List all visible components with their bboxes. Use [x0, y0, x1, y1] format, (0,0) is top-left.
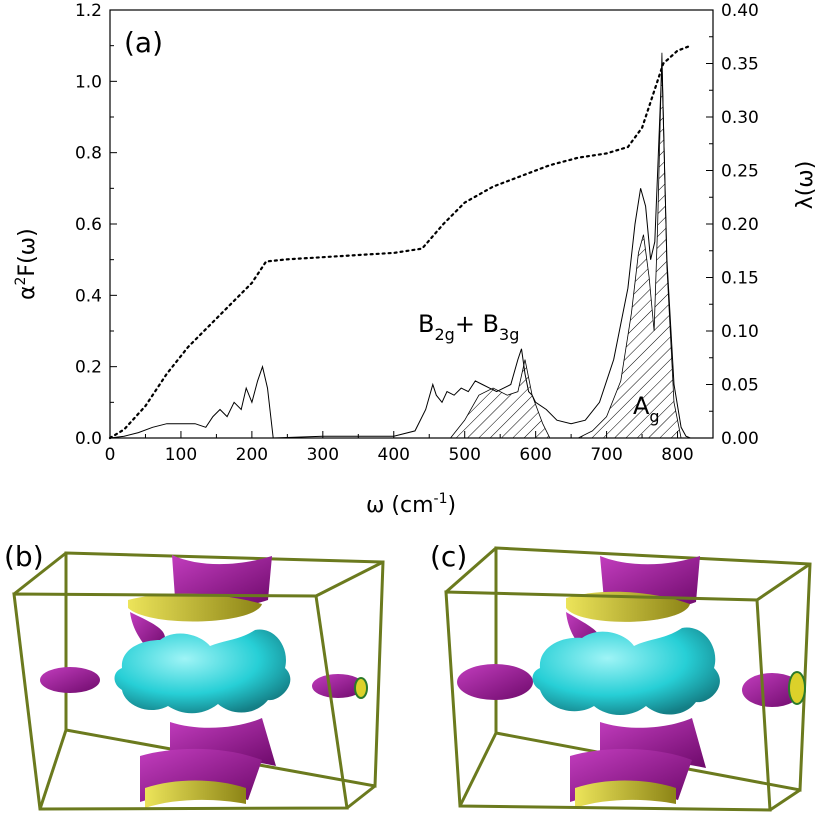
y2-tick-label: 0.20: [721, 215, 759, 235]
y-axis-title-main: α: [15, 285, 40, 300]
panel-label-b: (b): [4, 540, 44, 573]
x-tick-label: 600: [519, 445, 551, 465]
x-tick-label: 700: [590, 445, 622, 465]
yellow-sheet-top-c: [566, 591, 690, 622]
x-tick-label: 500: [448, 445, 480, 465]
fermi-surface-panel-c: (c): [430, 540, 812, 812]
y2-tick-label: 0.40: [721, 1, 759, 21]
annotation-b-main: B: [418, 310, 434, 338]
magenta-sheet-top-b: [172, 555, 272, 607]
x-tick-label: 400: [378, 445, 410, 465]
x-ticks: 0 100 200 300 400 500 600 700 800: [105, 431, 694, 465]
magenta-pocket-left-b: [40, 667, 100, 693]
y2-tick-label: 0.15: [721, 269, 759, 289]
y-axis-title-sup: 2: [13, 277, 29, 286]
magenta-pocket-left-c: [457, 664, 533, 700]
cyan-surface-b: [114, 629, 291, 714]
y-tick-label: 0.4: [75, 286, 102, 306]
y-tick-label: 1.0: [75, 72, 102, 92]
yellow-sheet-bottom-b: [145, 780, 246, 808]
annotation-ag: Ag: [633, 392, 660, 426]
box-front-c: [444, 546, 811, 812]
y2-tick-label: 0.35: [721, 55, 759, 75]
a2f-curve: [109, 63, 691, 439]
x-axis-title-tail: ): [448, 493, 457, 518]
y2-ticks: 0.00 0.05 0.10 0.15 0.20 0.25 0.30 0.35 0.40: [706, 1, 759, 449]
x-tick-label: 300: [307, 445, 339, 465]
box-front-b: [12, 551, 384, 811]
x-tick-label: 200: [236, 445, 268, 465]
x-axis-title-sup: -1: [434, 491, 448, 507]
y2-tick-label: 0.10: [721, 322, 759, 342]
annotation-b-sub: 2g: [434, 325, 454, 344]
y-tick-label: 1.2: [75, 1, 102, 21]
y2-axis-title: λ(ω): [793, 161, 818, 210]
hatched-regions: [449, 52, 682, 439]
x-tick-label: 800: [661, 445, 693, 465]
y-axis-title: α2F(ω): [13, 228, 40, 300]
annotation-a-main: A: [633, 392, 650, 420]
hatched-region-0: [449, 359, 551, 439]
yellow-sheet-top-b: [128, 593, 262, 622]
annotation-b-sub2: 3g: [499, 325, 519, 344]
y-axis-title-tail: F(ω): [15, 228, 40, 276]
y-tick-label: 0.0: [75, 429, 102, 449]
y2-tick-label: 0.05: [721, 376, 759, 396]
y-ticks: 0.0 0.2 0.4 0.6 0.8 1.0 1.2: [75, 1, 117, 449]
y-tick-label: 0.8: [75, 144, 102, 164]
magenta-pocket-right-b: [312, 674, 364, 698]
x-axis-title-main: ω (cm: [366, 493, 434, 518]
y2-tick-label: 0.30: [721, 108, 759, 128]
y2-tick-label: 0.25: [721, 162, 759, 182]
x-tick-label: 0: [105, 445, 116, 465]
annotation-b-mid: + B: [455, 310, 499, 338]
series-layer: [108, 44, 693, 440]
x-axis-title: ω (cm-1): [366, 491, 456, 518]
cyan-surface-c: [532, 627, 720, 716]
fermi-surface-panel-b: (b): [4, 540, 385, 811]
lambda-curve: [108, 44, 693, 440]
yellow-pocket-right-c: [788, 671, 806, 705]
magenta-pocket-right-c: [742, 673, 802, 707]
x-tick-label: 100: [165, 445, 197, 465]
y-tick-label: 0.2: [75, 358, 102, 378]
panel-label-a: (a): [124, 26, 163, 59]
y-tick-label: 0.6: [75, 215, 102, 235]
annotation-a-sub: g: [649, 407, 659, 426]
hatched-region-1: [578, 52, 682, 439]
panel-label-c: (c): [430, 540, 467, 573]
annotation-b2g-b3g: B2g+ B3g: [418, 310, 519, 344]
y2-tick-label: 0.00: [721, 429, 759, 449]
chart-panel-a: 0 100 200 300 400 500 600 700 800 0.00.20.40.60.…: [13, 1, 818, 518]
yellow-sheet-bottom-c: [575, 780, 676, 808]
yellow-pocket-right-b: [354, 677, 368, 699]
